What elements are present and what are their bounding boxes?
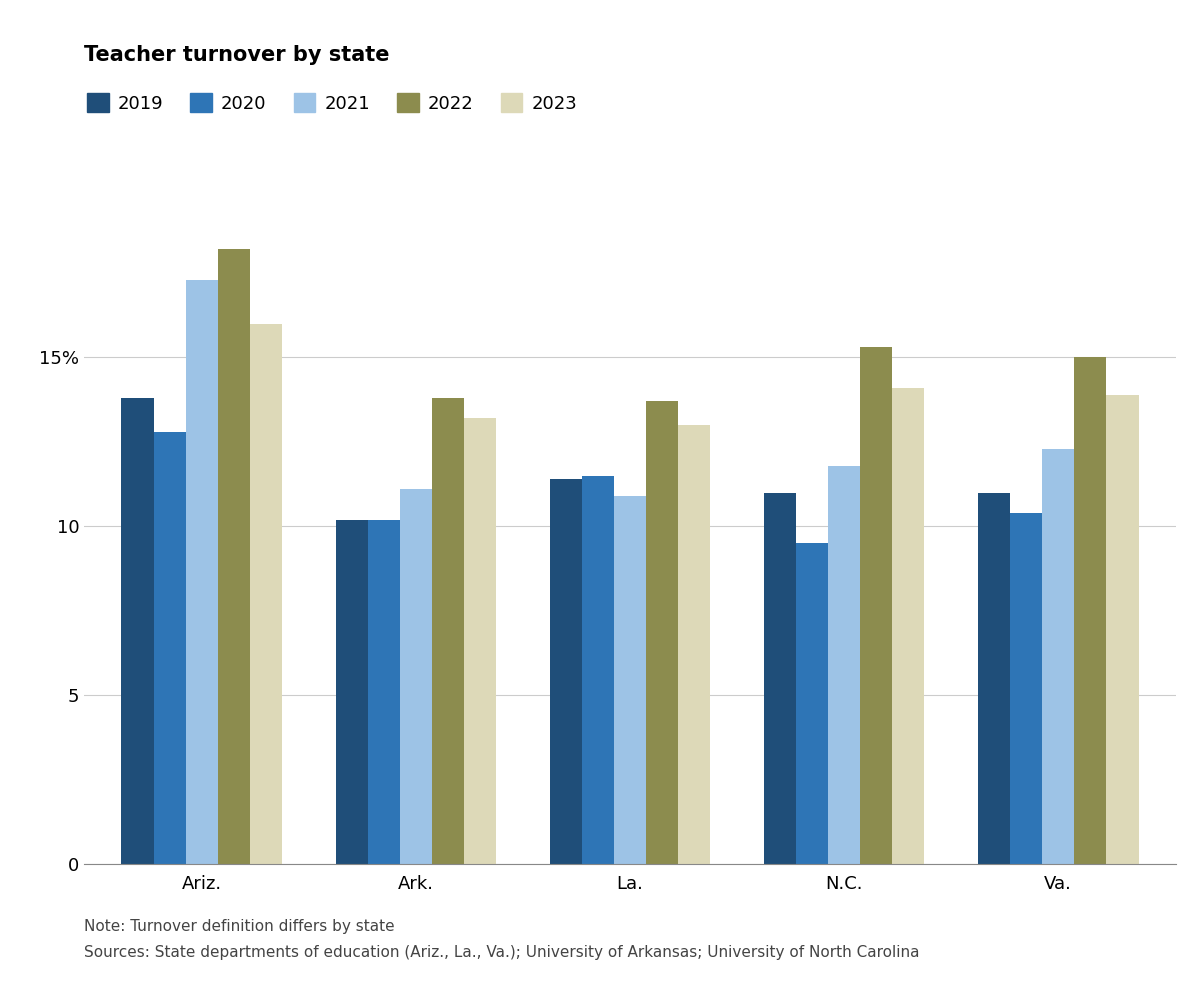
Legend: 2019, 2020, 2021, 2022, 2023: 2019, 2020, 2021, 2022, 2023 (88, 93, 577, 113)
Bar (250, 324, 282, 864)
Bar (1042, 449, 1074, 864)
Bar (893, 388, 924, 864)
Bar (154, 432, 186, 864)
Bar (432, 398, 464, 864)
Bar (1010, 512, 1042, 864)
Bar (1074, 357, 1106, 864)
Bar (828, 466, 860, 864)
Bar (400, 490, 432, 864)
Bar (218, 249, 250, 864)
Bar (978, 493, 1010, 864)
Bar (186, 280, 218, 864)
Bar (1106, 394, 1139, 864)
Bar (121, 398, 154, 864)
Bar (464, 418, 496, 864)
Text: Sources: State departments of education (Ariz., La., Va.); University of Arkansa: Sources: State departments of education … (84, 945, 919, 960)
Text: Note: Turnover definition differs by state: Note: Turnover definition differs by sta… (84, 919, 395, 933)
Text: Teacher turnover by state: Teacher turnover by state (84, 45, 390, 65)
Bar (367, 519, 400, 864)
Bar (582, 476, 614, 864)
Bar (678, 425, 710, 864)
Bar (614, 496, 646, 864)
Bar (336, 519, 367, 864)
Bar (764, 493, 796, 864)
Bar (646, 401, 678, 864)
Bar (550, 479, 582, 864)
Bar (860, 348, 893, 864)
Bar (796, 543, 828, 864)
